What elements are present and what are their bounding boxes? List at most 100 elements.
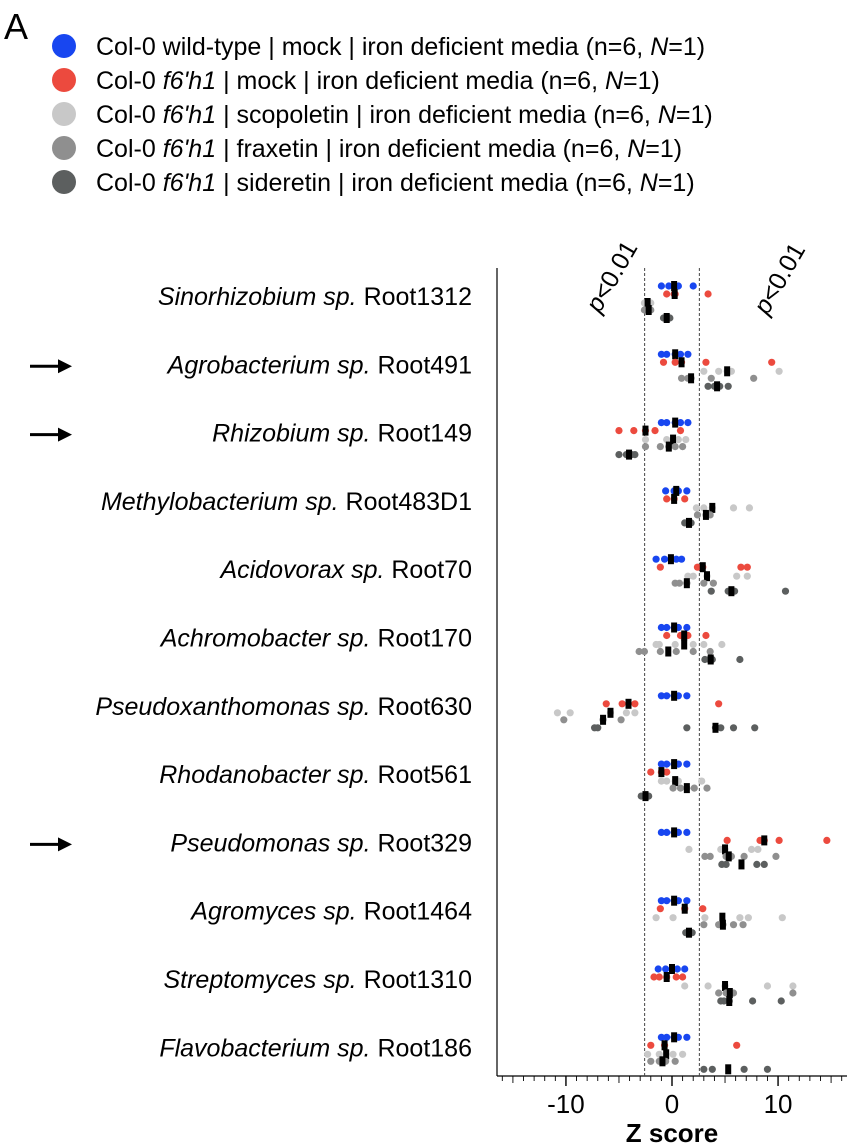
- data-point-wildtype_mock: [663, 760, 671, 768]
- data-point-f6h1_fraxetin: [703, 784, 711, 792]
- median-marker-f6h1_fraxetin: [726, 988, 733, 998]
- strain-genus: Acidovorax sp.: [218, 556, 384, 584]
- strain-id: Root1312: [364, 283, 472, 311]
- data-point-f6h1_scopoletin: [655, 640, 663, 649]
- data-point-f6h1_sideretin: [707, 587, 715, 595]
- strain-genus: Agrobacterium sp.: [166, 351, 371, 379]
- data-point-f6h1_mock: [702, 631, 710, 640]
- data-point-f6h1_mock: [630, 427, 638, 435]
- data-point-f6h1_mock: [631, 700, 639, 708]
- data-point-f6h1_fraxetin: [701, 852, 709, 861]
- data-point-f6h1_mock: [602, 700, 610, 708]
- legend-label-part: | sideretin | iron deficient media (n=6,: [216, 169, 640, 197]
- strain-row: Pseudomonas sp. Root329: [30, 827, 831, 870]
- strain-label: Sinorhizobium sp. Root1312: [158, 283, 472, 311]
- data-point-f6h1_sideretin: [615, 451, 623, 459]
- median-marker-f6h1_fraxetin: [665, 441, 672, 452]
- data-point-f6h1_fraxetin: [641, 443, 650, 451]
- data-point-wildtype_mock: [657, 419, 665, 427]
- median-marker-f6h1_scopoletin: [663, 1049, 670, 1060]
- data-point-f6h1_sideretin: [594, 724, 602, 732]
- strain-label: Streptomyces sp. Root1310: [163, 966, 472, 994]
- data-point-wildtype_mock: [657, 1033, 665, 1041]
- data-point-f6h1_sideretin: [717, 724, 725, 732]
- data-point-f6h1_scopoletin: [566, 709, 574, 717]
- legend-label-part: =1): [623, 67, 660, 95]
- data-point-wildtype_mock: [657, 828, 665, 837]
- data-point-f6h1_fraxetin: [706, 647, 714, 656]
- legend-label-f6h1_fraxetin: Col-0 f6'h1 | fraxetin | iron deficient …: [96, 135, 682, 163]
- data-point-f6h1_scopoletin: [692, 504, 700, 512]
- data-point-f6h1_fraxetin: [706, 852, 714, 861]
- data-point-f6h1_fraxetin: [739, 921, 747, 929]
- strain-space: [371, 693, 378, 721]
- median-marker-f6h1_mock: [661, 1040, 668, 1051]
- legend-label-part: N: [627, 135, 646, 163]
- data-point-wildtype_mock: [683, 1033, 691, 1041]
- strain-label: Agrobacterium sp. Root491: [166, 351, 472, 379]
- data-point-wildtype_mock: [660, 555, 669, 563]
- legend-label-part: =1): [658, 169, 695, 197]
- data-point-f6h1_mock: [663, 768, 671, 776]
- legend-marker-f6h1_scopoletin: [52, 102, 76, 126]
- legend-label-part: f6'h1: [163, 135, 216, 163]
- data-point-f6h1_scopoletin: [745, 504, 754, 512]
- data-point-f6h1_scopoletin: [669, 914, 677, 922]
- data-point-f6h1_fraxetin: [656, 443, 664, 451]
- strain-id: Root170: [377, 625, 472, 653]
- data-point-wildtype_mock: [663, 350, 671, 358]
- data-point-f6h1_scopoletin: [679, 1050, 687, 1058]
- median-marker-f6h1_sideretin: [726, 996, 733, 1006]
- strain-space: [384, 556, 391, 584]
- strain-space: [371, 1034, 378, 1062]
- data-point-f6h1_scopoletin: [700, 367, 708, 375]
- strain-space: [371, 420, 378, 448]
- median-marker-f6h1_mock: [681, 903, 688, 914]
- data-point-f6h1_scopoletin: [652, 914, 660, 922]
- strain-genus: Rhodanobacter sp.: [159, 761, 370, 789]
- data-point-f6h1_scopoletin: [682, 436, 690, 444]
- data-point-f6h1_fraxetin: [709, 579, 717, 587]
- strain-space: [357, 898, 364, 926]
- threshold-label-value: <0.01: [755, 238, 811, 307]
- data-point-wildtype_mock: [652, 555, 660, 563]
- data-point-wildtype_mock: [681, 965, 689, 973]
- dot-plot: -10 0 10 Z score p<0.01 p<0.01 Sinorhizobium s…: [30, 236, 847, 1144]
- data-point-f6h1_sideretin: [631, 451, 639, 459]
- data-point-wildtype_mock: [683, 897, 691, 905]
- data-point-f6h1_fraxetin: [700, 579, 708, 587]
- data-point-f6h1_scopoletin: [674, 436, 682, 444]
- strain-id: Root561: [377, 761, 472, 789]
- strain-row: Methylobacterium sp. Root483D1: [101, 485, 754, 528]
- median-marker-f6h1_mock: [625, 698, 632, 709]
- median-marker-wildtype_mock: [671, 827, 678, 838]
- strain-label: Pseudomonas sp. Root329: [170, 829, 472, 857]
- data-point-f6h1_scopoletin: [655, 1050, 663, 1058]
- median-marker-wildtype_mock: [672, 417, 679, 428]
- data-point-f6h1_fraxetin: [700, 921, 708, 929]
- data-point-f6h1_mock: [702, 358, 710, 366]
- x-tick-label: 0: [665, 1089, 679, 1119]
- strain-label: Rhodanobacter sp. Root561: [159, 761, 472, 789]
- data-point-f6h1_mock: [775, 836, 783, 845]
- median-marker-f6h1_fraxetin: [600, 714, 607, 725]
- strain-space: [371, 761, 378, 789]
- median-marker-wildtype_mock: [669, 964, 675, 974]
- median-marker-wildtype_mock: [667, 554, 674, 565]
- legend-label-part: | scopoletin | iron deficient media (n=6…: [216, 101, 658, 129]
- data-point-f6h1_fraxetin: [689, 647, 697, 656]
- data-point-wildtype_mock: [663, 828, 671, 837]
- strain-space: [357, 966, 364, 994]
- data-point-f6h1_scopoletin: [631, 709, 639, 717]
- legend-label-part: | fraxetin | iron deficient media (n=6,: [216, 135, 627, 163]
- legend-label-part: f6'h1: [163, 101, 216, 129]
- data-point-wildtype_mock: [672, 555, 680, 563]
- data-point-f6h1_fraxetin: [671, 443, 679, 451]
- data-point-f6h1_mock: [823, 836, 831, 845]
- data-point-wildtype_mock: [689, 282, 697, 290]
- median-marker-f6h1_fraxetin: [665, 646, 672, 657]
- data-point-wildtype_mock: [663, 419, 671, 427]
- strain-genus: Achromobacter sp.: [159, 625, 371, 653]
- x-tick-label: -10: [547, 1089, 585, 1119]
- data-point-f6h1_scopoletin: [700, 640, 708, 649]
